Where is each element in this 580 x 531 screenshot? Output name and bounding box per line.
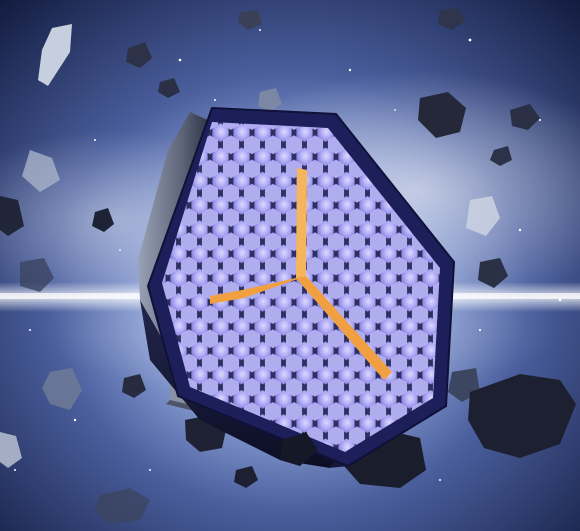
- asteroid: [20, 258, 54, 292]
- asteroid: [234, 466, 258, 488]
- light-bar-left: [210, 276, 306, 304]
- asteroid: [490, 146, 512, 166]
- asteroid: [0, 432, 22, 468]
- asteroid: [238, 10, 262, 30]
- asteroid: [126, 42, 152, 68]
- light-bar-vertical: [296, 168, 307, 278]
- asteroid: [122, 374, 146, 398]
- asteroid: [468, 374, 576, 458]
- asteroid: [510, 104, 540, 130]
- asteroid: [158, 78, 180, 98]
- asteroid: [466, 196, 500, 236]
- asteroid: [94, 488, 150, 524]
- asteroid: [438, 8, 466, 30]
- asteroid: [418, 92, 466, 138]
- asteroid: [38, 24, 72, 86]
- asteroid: [92, 208, 114, 232]
- asteroid-foreground: [280, 432, 318, 466]
- asteroid: [478, 258, 508, 288]
- light-bar-diagonal: [296, 276, 392, 380]
- asteroid: [0, 196, 24, 236]
- panel-frame-outline: [146, 106, 456, 468]
- asteroid: [42, 368, 82, 410]
- asteroid: [258, 88, 282, 112]
- asteroid: [22, 150, 60, 192]
